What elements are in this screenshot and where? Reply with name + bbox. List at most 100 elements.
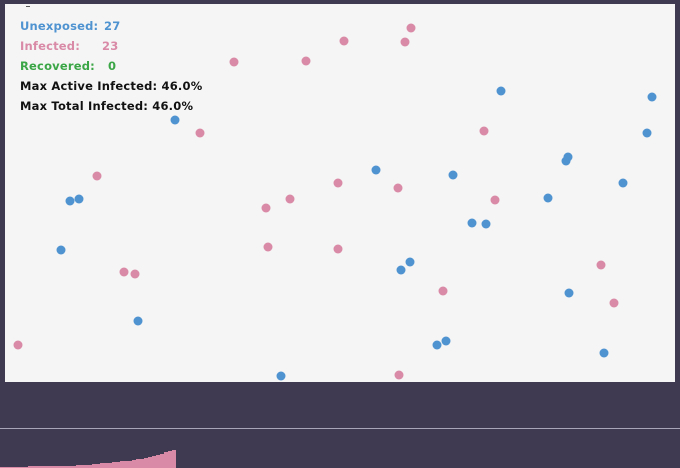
recovered-stat: Recovered: 0 [20,56,202,76]
particle-unexposed [448,170,458,180]
history-bar-infected [164,452,168,468]
recovered-label: Recovered: [20,59,95,73]
infected-label: Infected: [20,39,81,53]
particle-infected [261,203,271,213]
particle-infected [596,260,606,270]
history-bar-infected [124,461,128,468]
history-bar-infected [60,466,64,468]
history-bar-infected [56,466,60,468]
history-bar-infected [108,463,112,468]
particle-infected [13,340,23,350]
particle-unexposed [481,219,491,229]
history-bar-infected [44,466,48,468]
history-bar-infected [72,466,76,468]
history-bar-infected [80,465,84,468]
particle-unexposed [496,86,506,96]
unexposed-stat: Unexposed: 27 [20,16,202,36]
particle-unexposed [543,193,553,203]
history-bar-infected [76,465,80,468]
particle-unexposed [432,340,442,350]
history-bar-infected [152,456,156,468]
particle-unexposed [74,194,84,204]
particle-unexposed [396,265,406,275]
particle-unexposed [647,92,657,102]
infection-history-chart [0,450,176,468]
history-bar-infected [40,466,44,468]
particle-infected [394,370,404,380]
history-bar-infected [100,463,104,468]
history-bar-infected [148,457,152,468]
max-total-value: 46.0% [152,99,194,113]
history-bar-infected [140,459,144,468]
particle-infected [130,269,140,279]
particle-infected [393,183,403,193]
history-bars [0,450,176,468]
history-bar-infected [68,466,72,468]
history-bar-infected [36,466,40,468]
max-active-stat: Max Active Infected: 46.0% [20,76,202,96]
infected-count: 23 [102,39,119,53]
particle-infected [490,195,500,205]
stats-panel: Unexposed: 27 Infected: 23 Recovered: 0 Max… [20,16,202,116]
particle-unexposed [371,165,381,175]
max-total-label: Max Total Infected: [20,99,149,113]
particle-unexposed [276,371,286,381]
particle-unexposed [642,128,652,138]
particle-unexposed [467,218,477,228]
history-bar-infected [28,466,32,468]
history-bar-infected [88,465,92,468]
particle-infected [92,171,102,181]
history-bar-infected [112,462,116,468]
particle-infected [195,128,205,138]
history-bar-infected [144,458,148,468]
particle-unexposed [618,178,628,188]
particle-infected [438,286,448,296]
history-bar-infected [64,466,68,468]
history-bar-infected [132,460,136,468]
history-bar-infected [168,451,172,468]
particle-infected [400,37,410,47]
history-bar-infected [116,462,120,468]
max-active-value: 46.0% [161,79,203,93]
history-bar-infected [92,464,96,468]
infected-stat: Infected: 23 [20,36,202,56]
recovered-count: 0 [108,59,117,73]
arena-corner-tick [26,6,30,7]
particle-unexposed [65,196,75,206]
history-divider [0,428,680,429]
unexposed-count: 27 [104,19,121,33]
particle-infected [229,57,239,67]
particle-infected [119,267,129,277]
particle-infected [333,178,343,188]
particle-unexposed [441,336,451,346]
particle-infected [339,36,349,46]
particle-unexposed [56,245,66,255]
particle-unexposed [405,257,415,267]
particle-unexposed [170,115,180,125]
particle-infected [301,56,311,66]
simulation-arena: Unexposed: 27 Infected: 23 Recovered: 0 Max… [5,4,675,382]
history-bar-infected [32,466,36,468]
max-active-label: Max Active Infected: [20,79,158,93]
max-total-stat: Max Total Infected: 46.0% [20,96,202,116]
particle-unexposed [599,348,609,358]
particle-infected [406,23,416,33]
particle-infected [609,298,619,308]
particle-unexposed [133,316,143,326]
history-bar-infected [48,466,52,468]
history-bar-infected [120,461,124,468]
history-bar-infected [128,461,132,468]
history-bar-infected [96,464,100,468]
particle-layer [13,23,657,381]
particle-infected [479,126,489,136]
history-bar-infected [160,454,164,468]
history-bar-infected [172,450,176,468]
history-bar-infected [52,466,56,468]
particle-infected [285,194,295,204]
history-bar-infected [104,463,108,468]
history-bar-infected [156,455,160,468]
particle-unexposed [564,288,574,298]
particle-infected [263,242,273,252]
unexposed-label: Unexposed: [20,19,99,33]
